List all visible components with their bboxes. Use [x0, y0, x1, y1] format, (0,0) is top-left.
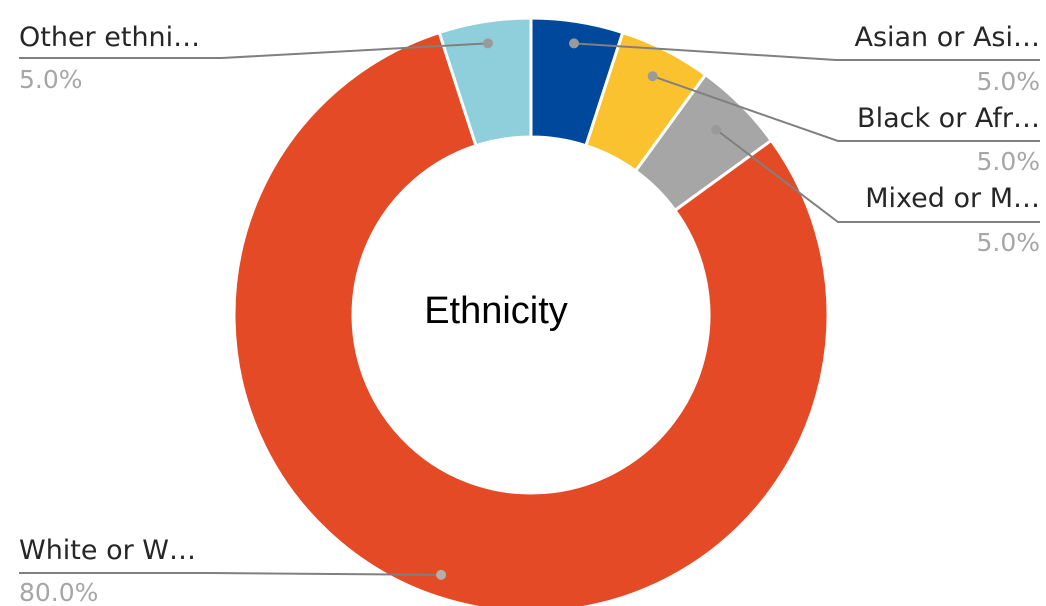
label-value-mixed: 5.0% — [976, 228, 1040, 257]
leader-dot-black — [647, 71, 658, 82]
label-value-white: 80.0% — [19, 578, 98, 606]
label-value-other: 5.0% — [19, 65, 83, 94]
leader-line-white — [19, 572, 442, 576]
slice-other — [437, 16, 533, 148]
leader-line-asian — [573, 42, 1040, 61]
leader-lines — [19, 38, 1040, 580]
label-name-other: Other ethni… — [19, 22, 200, 53]
leader-line-black — [652, 75, 1040, 142]
leader-line-mixed — [715, 128, 1040, 223]
label-value-asian: 5.0% — [976, 67, 1040, 96]
label-name-mixed: Mixed or M… — [865, 183, 1040, 214]
leader-line-other — [19, 42, 489, 59]
leader-dot-asian — [569, 38, 580, 49]
leader-dot-mixed — [711, 124, 722, 135]
label-name-asian: Asian or Asi… — [854, 22, 1040, 53]
label-value-black: 5.0% — [976, 147, 1040, 176]
label-name-white: White or W… — [19, 535, 196, 566]
label-name-black: Black or Afr… — [857, 103, 1040, 134]
donut-slices — [232, 16, 830, 606]
slice-white — [232, 30, 830, 606]
leader-dot-white — [436, 569, 447, 580]
chart-title: Ethnicity — [424, 290, 568, 332]
leader-dot-other — [482, 38, 493, 49]
